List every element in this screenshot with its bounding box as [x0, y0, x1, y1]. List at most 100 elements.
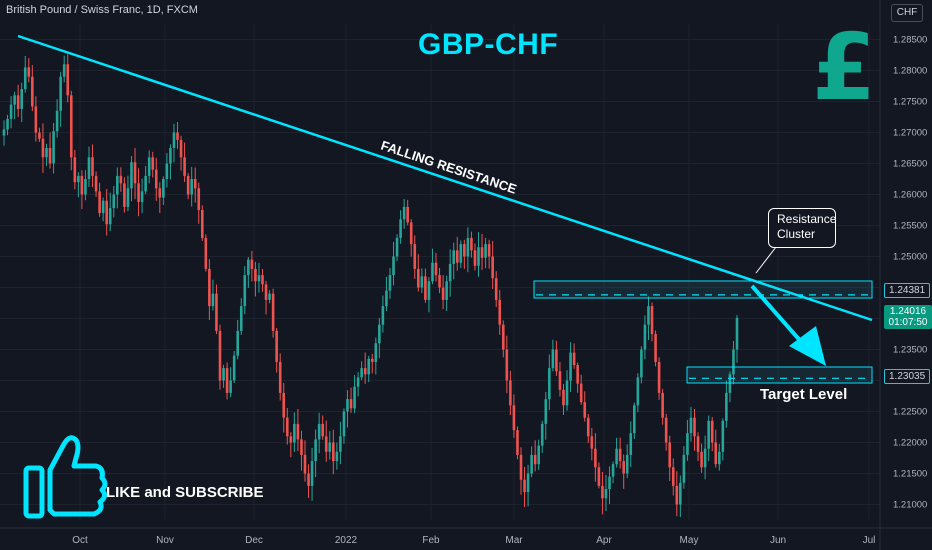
candle-body — [378, 324, 381, 344]
candle-body — [346, 399, 349, 412]
candle-body — [633, 405, 636, 434]
candle-body — [392, 256, 395, 276]
candle-body — [123, 183, 126, 207]
candle-body — [254, 268, 257, 282]
candle-body — [69, 95, 73, 158]
candle-body — [140, 191, 144, 202]
candle-body — [586, 417, 590, 437]
thumbs-up-cuff — [23, 465, 45, 519]
falling-resistance-label: FALLING RESISTANCE — [379, 138, 519, 197]
candle-body — [399, 219, 402, 238]
price-tick-label: 1.28000 — [893, 66, 927, 77]
candle-body — [689, 417, 693, 434]
candle-body — [186, 175, 190, 195]
candle-body — [381, 306, 385, 325]
projection-arrow-head — [789, 326, 826, 366]
candle-body — [225, 368, 229, 393]
chart-title: GBP-CHF — [418, 28, 559, 61]
candle-body — [441, 287, 445, 300]
candle-body — [717, 451, 721, 465]
candle-body — [73, 157, 77, 183]
overlays: FALLING RESISTANCE — [17, 34, 873, 519]
candle-body — [671, 467, 675, 486]
candle-body — [491, 256, 494, 279]
price-tick-label: 1.22000 — [893, 438, 927, 449]
last-price-badge: 1.24016 01:07:50 — [884, 305, 932, 329]
candle-body — [20, 89, 24, 109]
price-tick-label: 1.26500 — [893, 159, 927, 170]
candle-body — [558, 371, 562, 390]
price-tick-label: 1.21000 — [893, 500, 927, 511]
price-tick-label: 1.26000 — [893, 190, 927, 201]
price-tick-label: 1.21500 — [893, 469, 927, 480]
candle-body — [310, 461, 314, 486]
candle-body — [385, 290, 388, 307]
candle-body — [703, 448, 707, 468]
candle-body — [84, 179, 87, 195]
candle-body — [675, 485, 679, 505]
symbol-title[interactable]: British Pound / Swiss Franc, 1D, FXCM — [6, 4, 198, 16]
candle-body — [728, 374, 732, 393]
candle-body — [105, 200, 108, 225]
candle-body — [45, 148, 48, 158]
candle-body — [317, 423, 321, 440]
candle-body — [477, 247, 480, 266]
candle-body — [548, 368, 551, 400]
candle-body — [618, 448, 622, 462]
candle-body — [268, 293, 271, 300]
candle-body — [23, 67, 27, 90]
resistance-cluster-callout: Resistance Cluster — [768, 208, 836, 248]
candle-body — [218, 330, 222, 381]
candle-body — [62, 64, 66, 77]
price-tick-label: 1.25500 — [893, 221, 927, 232]
grid — [0, 24, 880, 520]
candle-body — [165, 163, 169, 179]
candle-body — [55, 110, 59, 132]
candle-body — [236, 330, 240, 356]
projection-arrow-shaft — [750, 284, 806, 347]
candle-body — [409, 222, 413, 245]
candle-body — [576, 365, 579, 384]
candle-body — [16, 95, 20, 109]
countdown: 01:07:50 — [888, 317, 928, 328]
candle-body — [438, 275, 441, 288]
candle-body — [112, 194, 116, 209]
candle-body — [324, 436, 328, 452]
thumbs-up-icon — [23, 435, 108, 519]
candle-body — [41, 138, 45, 158]
candle-body — [293, 423, 296, 443]
candle-body — [215, 293, 218, 331]
candle-body — [710, 420, 714, 443]
candle-body — [700, 451, 703, 468]
resistance-cluster-box — [533, 280, 873, 299]
candle-body — [275, 330, 278, 362]
candle-body — [604, 489, 608, 499]
candle-body — [91, 157, 94, 176]
last-price: 1.24016 — [889, 306, 927, 317]
candle-body — [154, 169, 158, 189]
candle-body — [282, 392, 286, 418]
candle-body — [52, 131, 55, 164]
candle-body — [406, 206, 409, 223]
candle-body — [594, 448, 597, 468]
candle-body — [179, 139, 183, 158]
candle-body — [101, 200, 105, 214]
candle-body — [232, 355, 236, 381]
time-tick-label: Oct — [72, 535, 88, 546]
candle-body — [434, 262, 438, 276]
time-tick-label: May — [680, 535, 699, 546]
candle-body — [133, 162, 137, 184]
candle-body — [278, 361, 282, 393]
time-tick-label: Dec — [245, 535, 263, 546]
candle-body — [417, 268, 420, 288]
candle-body — [388, 275, 392, 291]
candle-body — [208, 268, 211, 307]
candle-body — [77, 175, 80, 183]
callout-line-1: Resistance — [777, 212, 837, 226]
candle-body — [601, 485, 604, 499]
candle-body — [686, 433, 689, 455]
candle-body — [200, 210, 204, 238]
time-tick-label: 2022 — [335, 535, 358, 546]
candle-body — [285, 417, 289, 437]
